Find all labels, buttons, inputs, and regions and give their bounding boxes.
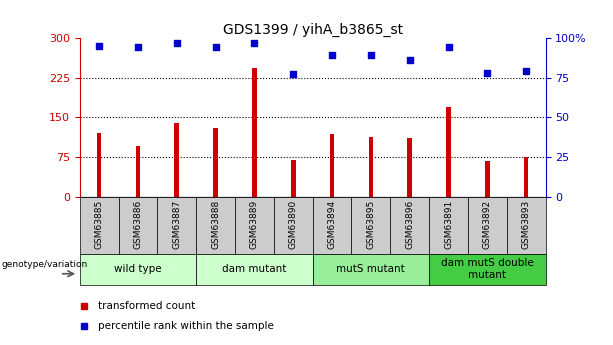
Text: percentile rank within the sample: percentile rank within the sample [98,321,274,331]
Bar [468,197,507,254]
Point [211,45,221,50]
Point [405,57,414,63]
Point [288,72,298,77]
Bar [118,197,158,254]
Bar [80,254,196,285]
Bar [175,122,179,197]
Point [249,40,259,46]
Bar [429,197,468,254]
Text: GSM63894: GSM63894 [327,199,337,249]
Bar [390,197,429,254]
Point [482,70,492,76]
Point [133,45,143,50]
Text: GSM63887: GSM63887 [172,199,181,249]
Bar [252,68,257,197]
Bar [485,161,490,197]
Text: GSM63893: GSM63893 [522,199,531,249]
Bar [196,254,313,285]
Bar [274,197,313,254]
Text: dam mutS double
mutant: dam mutS double mutant [441,258,534,280]
Point [366,53,376,58]
Text: GSM63889: GSM63889 [250,199,259,249]
Bar [235,197,274,254]
Text: transformed count: transformed count [98,301,196,311]
Bar [429,254,546,285]
Bar [313,254,429,285]
Bar [351,197,390,254]
Point [327,53,337,58]
Point [521,69,531,74]
Bar [524,157,528,197]
Bar [158,197,196,254]
Bar [196,197,235,254]
Text: genotype/variation: genotype/variation [2,260,88,269]
Bar [213,128,218,197]
Point [172,40,181,46]
Bar [507,197,546,254]
Title: GDS1399 / yihA_b3865_st: GDS1399 / yihA_b3865_st [223,23,403,37]
Text: GSM63891: GSM63891 [444,199,453,249]
Bar [291,160,295,197]
Text: wild type: wild type [114,264,162,274]
Text: GSM63892: GSM63892 [483,199,492,249]
Text: GSM63886: GSM63886 [134,199,142,249]
Text: GSM63890: GSM63890 [289,199,298,249]
Bar [97,133,101,197]
Bar [408,138,412,197]
Text: GSM63888: GSM63888 [211,199,220,249]
Text: GSM63895: GSM63895 [367,199,375,249]
Text: GSM63896: GSM63896 [405,199,414,249]
Bar [313,197,351,254]
Bar [80,197,118,254]
Bar [368,137,373,197]
Point [444,45,454,50]
Text: GSM63885: GSM63885 [94,199,104,249]
Point [94,43,104,49]
Bar [446,107,451,197]
Bar [135,146,140,197]
Text: mutS mutant: mutS mutant [337,264,405,274]
Text: dam mutant: dam mutant [222,264,287,274]
Bar [330,134,334,197]
